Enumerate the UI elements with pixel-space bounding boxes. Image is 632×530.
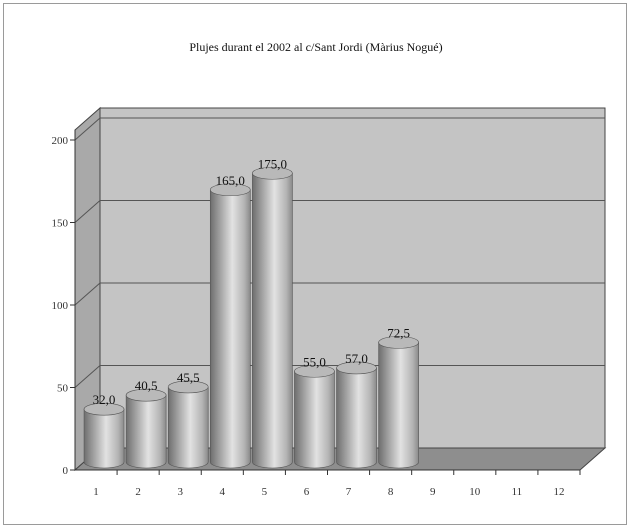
data-label: 165,0 xyxy=(216,173,245,188)
bar xyxy=(209,183,251,469)
data-label: 57,0 xyxy=(345,351,368,366)
x-tick-label: 1 xyxy=(93,486,99,498)
x-tick-label: 10 xyxy=(469,486,481,498)
bar-body xyxy=(252,172,293,469)
bar-top xyxy=(336,361,377,375)
bar-top xyxy=(209,183,251,197)
bar xyxy=(125,388,167,469)
bar-top xyxy=(125,388,167,402)
data-label: 55,0 xyxy=(303,354,326,369)
x-tick-label: 2 xyxy=(135,486,141,498)
x-tick-label: 12 xyxy=(553,486,564,498)
bar xyxy=(294,364,335,469)
bar xyxy=(378,336,419,469)
bar-top xyxy=(167,380,209,394)
x-tick-label: 4 xyxy=(220,486,226,498)
gridline-side xyxy=(74,365,101,388)
bar-body xyxy=(209,189,251,469)
data-label: 45,5 xyxy=(177,370,200,385)
bar-top xyxy=(294,364,335,378)
bar xyxy=(83,402,125,469)
bar-body xyxy=(294,370,335,469)
y-tick-label: 150 xyxy=(52,218,69,230)
data-label: 40,5 xyxy=(135,378,158,393)
x-tick-label: 3 xyxy=(177,486,183,498)
bar-body xyxy=(167,386,209,469)
gridline-side xyxy=(74,282,101,306)
data-label: 32,0 xyxy=(93,392,116,407)
bar-body xyxy=(83,408,125,469)
x-tick-label: 7 xyxy=(346,486,352,498)
bar-body xyxy=(336,367,377,469)
bar-body xyxy=(378,342,419,469)
y-tick-label: 50 xyxy=(57,383,69,395)
chart-title: Plujes durant el 2002 al c/Sant Jordi (M… xyxy=(189,40,443,54)
bar-body xyxy=(125,394,167,469)
x-tick-label: 5 xyxy=(262,486,268,498)
bar xyxy=(167,380,209,469)
gridline-side xyxy=(74,117,101,141)
x-tick-label: 8 xyxy=(388,486,394,498)
y-tick-label: 200 xyxy=(52,135,69,147)
x-tick-label: 6 xyxy=(304,486,310,498)
bar xyxy=(252,166,293,469)
bar-top xyxy=(252,166,293,180)
data-label: 175,0 xyxy=(258,156,287,171)
data-label: 72,5 xyxy=(387,325,410,340)
bar-top xyxy=(378,336,419,349)
bar-top xyxy=(83,402,125,416)
y-tick-label: 100 xyxy=(52,300,69,312)
gridline-side xyxy=(74,200,101,223)
x-tick-label: 9 xyxy=(430,486,436,498)
x-tick-label: 11 xyxy=(512,486,523,498)
bar xyxy=(336,361,377,469)
y-tick-label: 0 xyxy=(63,465,69,477)
